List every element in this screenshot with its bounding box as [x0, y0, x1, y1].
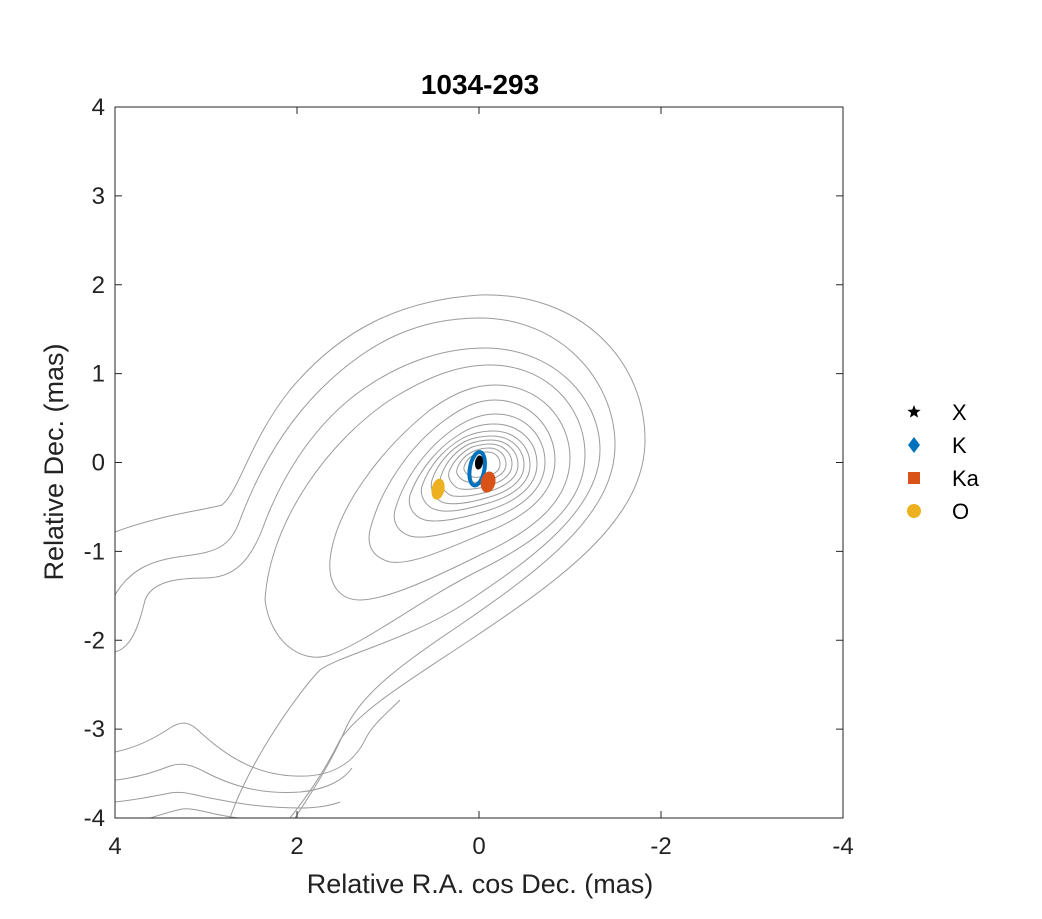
y-tick-label: 1 [92, 361, 105, 388]
x-tick-label: -2 [650, 833, 671, 860]
contour-level-12 [448, 443, 513, 490]
y-tick-label: 0 [92, 450, 105, 477]
y-tick-label: -2 [84, 627, 105, 654]
x-tick-label: -4 [832, 833, 853, 860]
y-tick-label: -4 [84, 805, 105, 832]
contour-level-10 [430, 435, 525, 505]
legend-item-ka: Ka [908, 466, 980, 491]
marker-k [467, 450, 487, 488]
x-tick-label: 4 [108, 833, 121, 860]
contour-tail-4 [149, 808, 241, 818]
contour-level-9 [420, 430, 531, 512]
x-axis: 4 2 0 -2 -4 [108, 107, 854, 860]
contour-level-4 [264, 364, 586, 658]
contour-level-11 [439, 439, 519, 497]
y-tick-label: -3 [84, 716, 105, 743]
marker-x [474, 455, 484, 470]
legend-item-x: X [907, 400, 967, 425]
plot-area [114, 106, 844, 819]
contour-level-1 [115, 294, 646, 818]
contour-level-2 [115, 317, 616, 818]
y-tick-label: -1 [84, 538, 105, 565]
contour-tail-2 [115, 763, 353, 794]
y-axis-label: Relative Dec. (mas) [39, 343, 69, 580]
contour-tail-1 [115, 699, 401, 777]
y-axis: 4 3 2 1 0 -1 -2 -3 -4 [84, 94, 843, 832]
x-tick-label: 0 [472, 833, 485, 860]
legend: XK Ka O [907, 400, 980, 524]
legend-item-k: K [908, 433, 967, 458]
legend-item-o: O [907, 499, 969, 524]
contour-map [115, 294, 646, 818]
legend-label: O [952, 499, 969, 524]
marker-ka [480, 471, 496, 493]
legend-star-icon [907, 405, 921, 418]
legend-diamond-icon [908, 437, 920, 453]
marker-o [431, 478, 445, 500]
y-tick-label: 4 [92, 94, 105, 121]
legend-label: K [952, 433, 967, 458]
contour-level-13 [456, 447, 507, 483]
legend-label: X [952, 400, 967, 425]
contour-tail-3 [115, 791, 341, 809]
legend-square-icon [908, 472, 920, 484]
chart-title: 1034-293 [421, 69, 539, 100]
y-tick-label: 3 [92, 183, 105, 210]
legend-label: Ka [952, 466, 980, 491]
x-tick-label: 2 [290, 833, 303, 860]
contour-level-7 [393, 413, 546, 538]
contour-level-6 [368, 399, 556, 563]
contour-level-5 [329, 384, 571, 601]
legend-circle-icon [907, 504, 921, 518]
contour-level-8 [408, 423, 538, 522]
x-axis-label: Relative R.A. cos Dec. (mas) [307, 869, 654, 899]
marker-layer [431, 450, 496, 500]
y-tick-label: 2 [92, 272, 105, 299]
contour-level-3 [115, 347, 601, 818]
